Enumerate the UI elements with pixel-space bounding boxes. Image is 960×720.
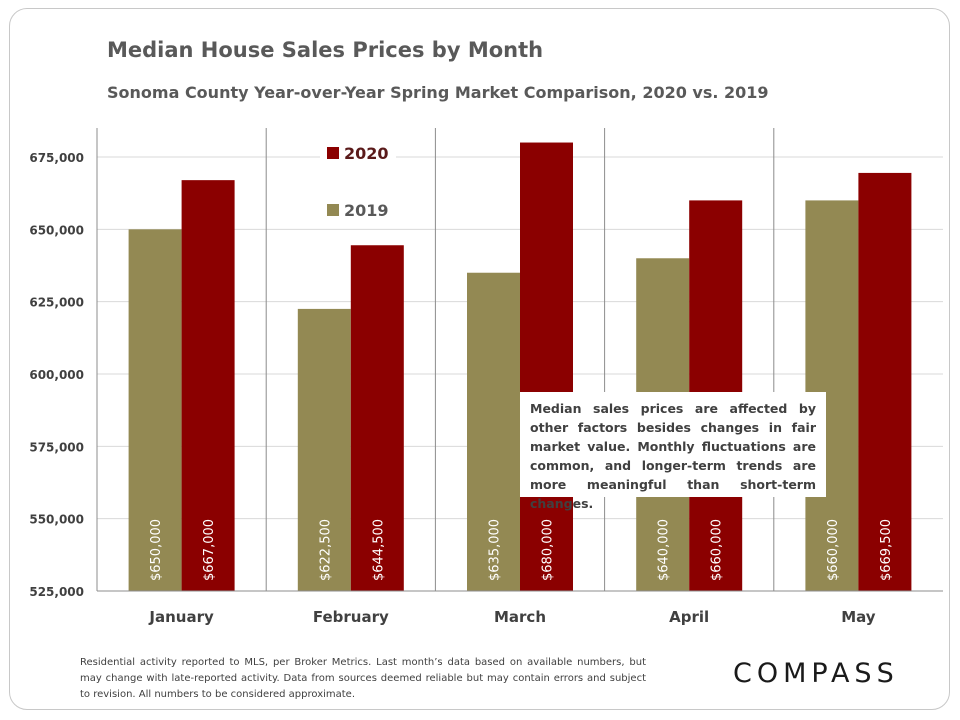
legend-swatch-2020 <box>327 147 339 159</box>
bar-2019 <box>297 308 351 591</box>
data-label: $667,000 <box>202 519 217 581</box>
y-tick-label: 650,000 <box>29 223 84 237</box>
compass-logo: COMPASS <box>733 658 899 689</box>
y-tick-label: 525,000 <box>29 585 84 599</box>
x-tick-label: February <box>313 608 389 626</box>
data-label: $640,000 <box>657 519 672 581</box>
x-tick-label: April <box>669 608 709 626</box>
data-label: $635,000 <box>488 519 503 581</box>
x-tick-label: May <box>841 608 876 626</box>
y-tick-label: 550,000 <box>29 513 84 527</box>
legend-label-2020: 2020 <box>344 144 389 163</box>
data-label: $650,000 <box>149 519 164 581</box>
bar-2020 <box>858 172 912 591</box>
legend-label-2019: 2019 <box>344 201 389 220</box>
data-label: $680,000 <box>541 519 556 581</box>
annotation-box: Median sales prices are affected by othe… <box>520 392 826 511</box>
data-label: $644,500 <box>371 519 386 581</box>
bar-2020 <box>520 142 573 592</box>
chart-title: Median House Sales Prices by Month <box>107 38 544 62</box>
y-tick-label: 675,000 <box>29 151 84 165</box>
y-tick-label: 575,000 <box>29 440 84 454</box>
x-tick-label: January <box>148 608 214 626</box>
bar-2020 <box>181 180 235 591</box>
x-tick-label: March <box>494 608 546 626</box>
y-tick-label: 600,000 <box>29 368 84 382</box>
bar-2020 <box>350 245 404 591</box>
bar-2019 <box>128 229 182 592</box>
footnote: Residential activity reported to MLS, pe… <box>80 657 646 700</box>
legend-swatch-2019 <box>327 204 339 216</box>
bar-2019 <box>467 272 520 591</box>
data-label: $660,000 <box>710 519 725 581</box>
y-tick-label: 625,000 <box>29 296 84 310</box>
chart-subtitle: Sonoma County Year-over-Year Spring Mark… <box>107 83 769 102</box>
data-label: $669,500 <box>879 519 894 581</box>
data-label: $660,000 <box>826 519 841 581</box>
data-label: $622,500 <box>318 519 333 581</box>
